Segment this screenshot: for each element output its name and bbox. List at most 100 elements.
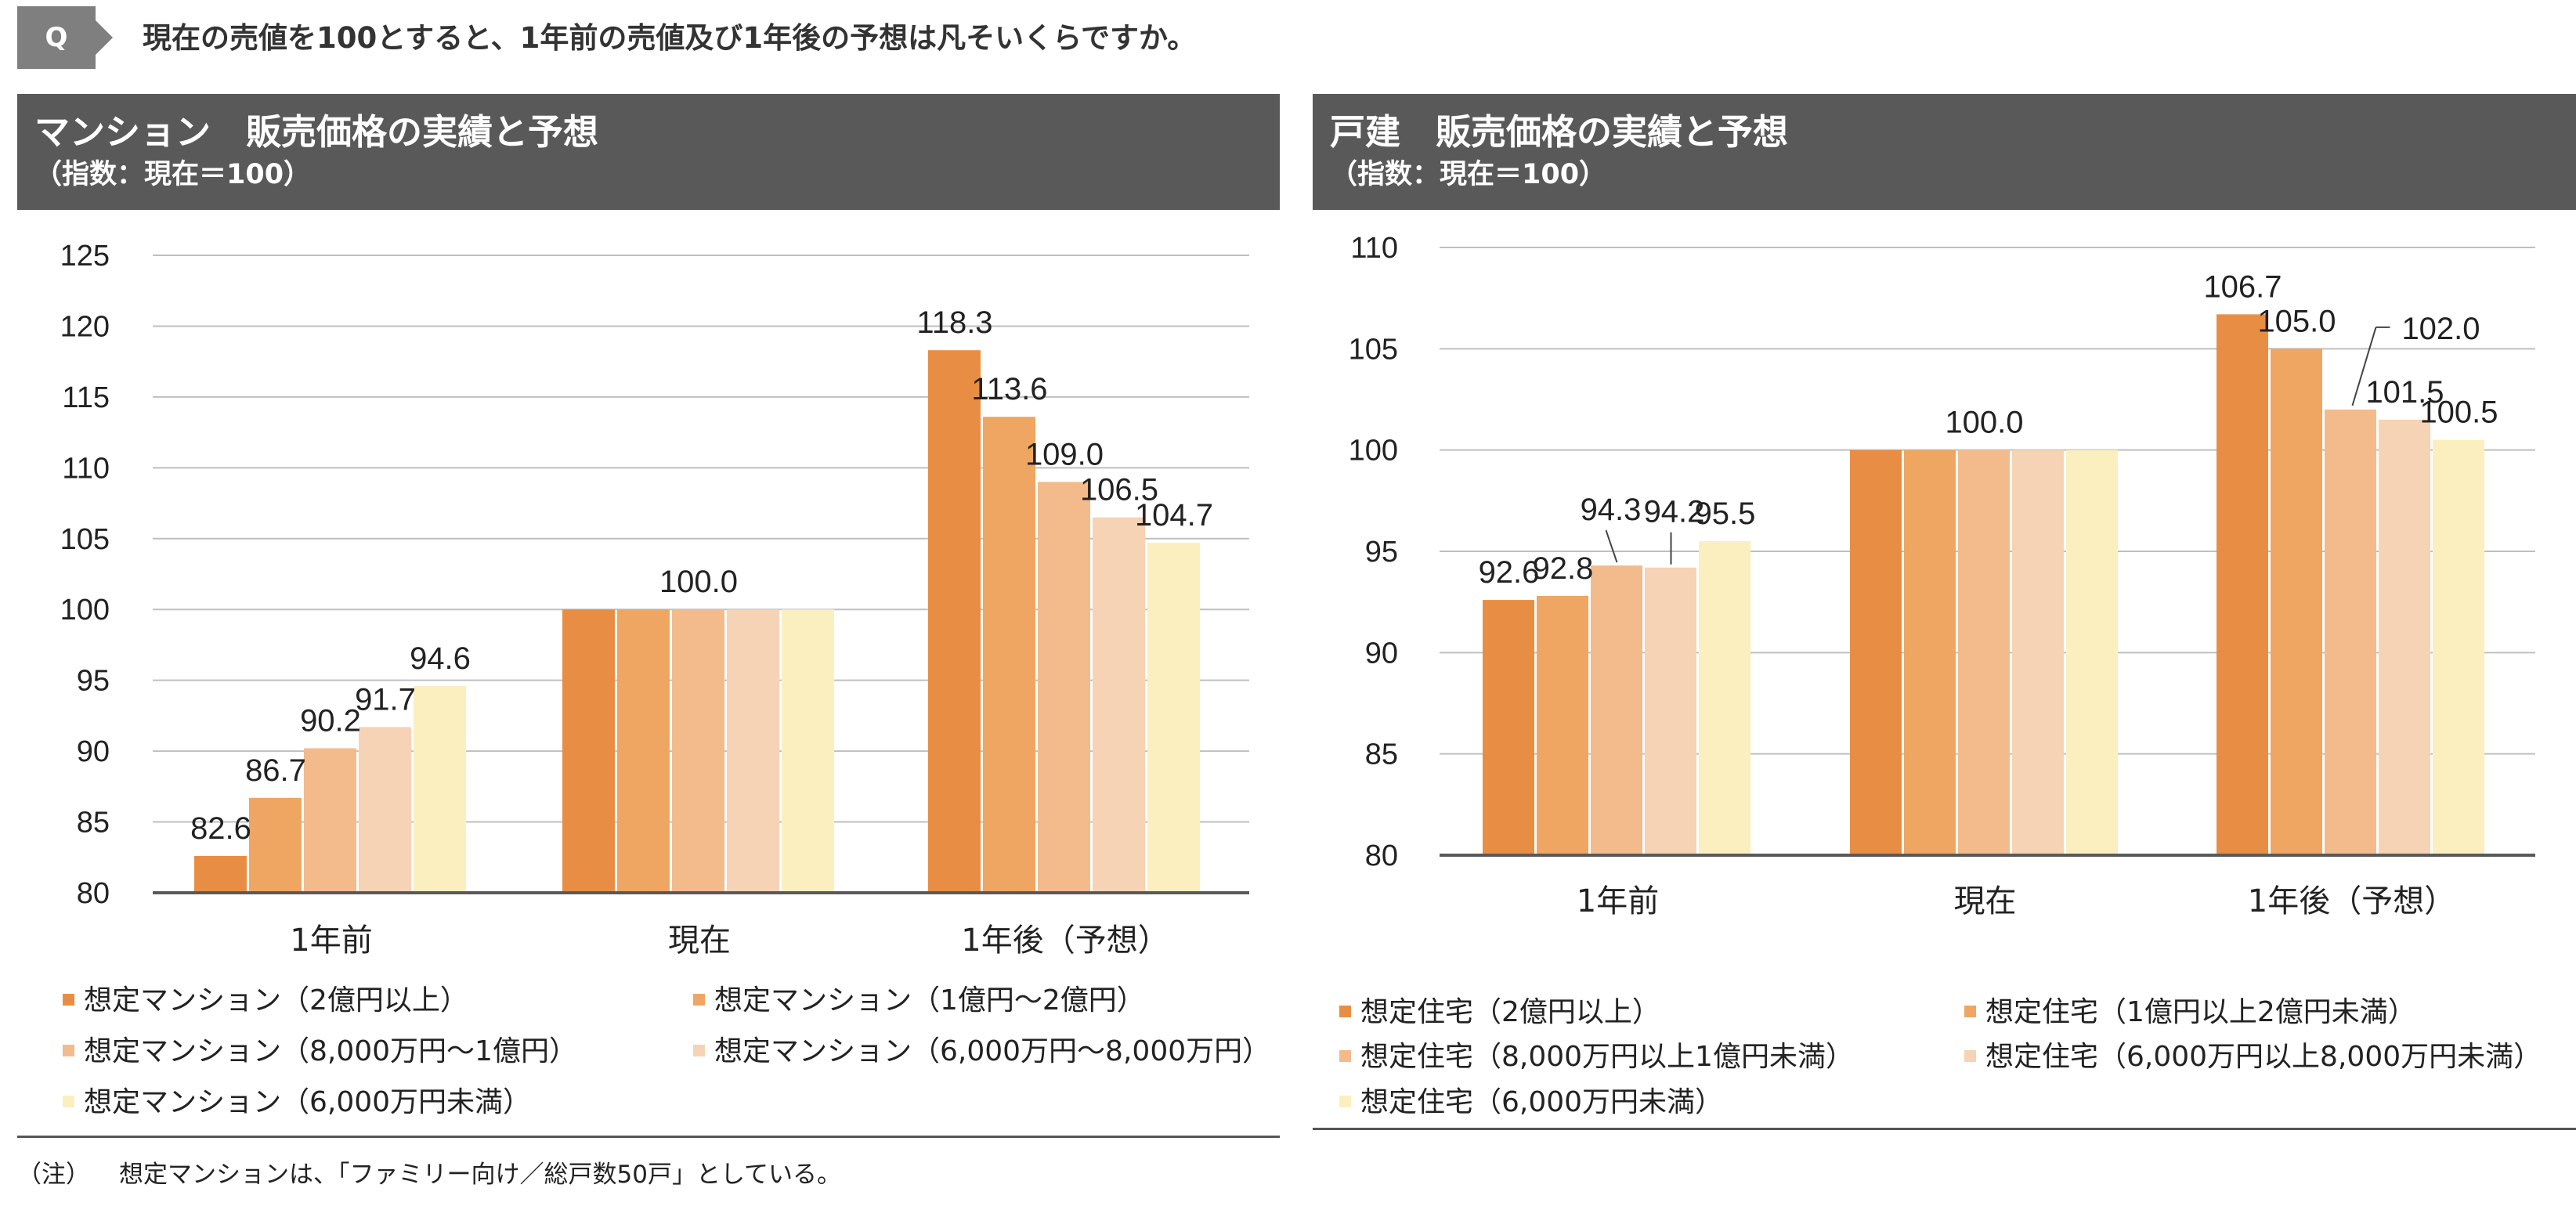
house-y-tick-label: 90	[1365, 637, 1398, 670]
house-y-tick-label: 110	[1350, 232, 1398, 265]
house-legend-item: 想定住宅（2億円以上）	[1339, 989, 1660, 1030]
mansion-bar	[928, 350, 981, 893]
legend-label: 想定マンション（2億円以上）	[84, 984, 468, 1017]
mansion-bar	[1093, 517, 1145, 893]
mansion-data-label: 100.0	[659, 565, 738, 599]
mansion-data-label: 109.0	[1025, 437, 1104, 471]
mansion-y-tick-label: 115	[62, 381, 110, 414]
mansion-data-label: 106.5	[1080, 473, 1158, 507]
house-data-label: 94.3	[1581, 493, 1642, 527]
footnote-text: 想定マンションは、「ファミリー向け／総戸数50戸」としている。	[119, 1161, 842, 1189]
legend-swatch	[1964, 1049, 1976, 1062]
legend-label: 想定マンション（6,000万円未満）	[84, 1086, 532, 1118]
legend-label: 想定住宅（8,000万円以上1億円未満）	[1360, 1041, 1854, 1073]
mansion-data-label: 118.3	[916, 305, 992, 340]
house-data-label: 106.7	[2203, 269, 2282, 304]
legend-label: 想定マンション（1億円～2億円）	[714, 984, 1145, 1017]
house-y-tick-label: 95	[1365, 536, 1398, 569]
house-bar	[1904, 450, 1956, 855]
house-bar	[2379, 419, 2430, 855]
legend-swatch	[63, 1044, 74, 1056]
house-bar	[2433, 439, 2484, 855]
house-data-label: 100.5	[2419, 395, 2498, 430]
mansion-y-tick-label: 95	[77, 665, 110, 698]
mansion-bottom-divider	[17, 1136, 1280, 1138]
mansion-y-tick-label: 80	[77, 877, 110, 910]
house-bar	[1850, 450, 1902, 855]
house-bar	[1645, 567, 1696, 855]
mansion-category-label: 1年後（予想）	[961, 923, 1169, 959]
mansion-data-label: 82.6	[190, 811, 251, 846]
mansion-bar	[304, 748, 356, 893]
house-category-label: 1年後（予想）	[2248, 883, 2455, 919]
mansion-bar	[672, 609, 724, 893]
mansion-y-tick-label: 85	[77, 807, 110, 840]
mansion-chart-title: マンション 販売価格の実績と予想	[34, 111, 599, 153]
mansion-data-label: 94.6	[410, 641, 471, 676]
mansion-bar	[1038, 482, 1090, 893]
mansion-legend-item: 想定マンション（1億円～2億円）	[693, 977, 1145, 1018]
mansion-chart-header: マンション 販売価格の実績と予想 （指数：現在＝100）	[17, 94, 1280, 210]
mansion-y-tick-label: 100	[60, 594, 110, 627]
mansion-bar	[1147, 543, 1200, 893]
house-legend-item: 想定住宅（1億円以上2億円未満）	[1964, 989, 2416, 1030]
house-data-label: 95.5	[1695, 497, 1756, 531]
house-bar	[2217, 314, 2268, 855]
house-data-label: 101.5	[2365, 375, 2444, 410]
mansion-y-tick-label: 120	[60, 310, 110, 343]
house-y-tick-label: 100	[1349, 435, 1398, 468]
house-bar	[2012, 450, 2064, 855]
house-y-tick-label: 85	[1365, 739, 1398, 771]
mansion-y-tick-label: 125	[60, 240, 110, 273]
mansion-data-label: 104.7	[1135, 498, 1213, 533]
mansion-legend-item: 想定マンション（2億円以上）	[63, 977, 468, 1018]
mansion-bar	[617, 609, 670, 893]
house-legend-item: 想定住宅（6,000万円以上8,000万円未満）	[1964, 1034, 2542, 1074]
mansion-data-label: 113.6	[971, 372, 1047, 406]
mansion-bar	[983, 417, 1035, 893]
legend-label: 想定住宅（2億円以上）	[1360, 996, 1660, 1028]
house-data-label: 102.0	[2401, 312, 2480, 346]
mansion-legend-item: 想定マンション（6,000万円未満）	[63, 1079, 531, 1120]
house-chart-header: 戸建 販売価格の実績と予想 （指数：現在＝100）	[1313, 94, 2576, 210]
legend-swatch	[693, 1044, 705, 1056]
data-label-leader	[1605, 529, 1618, 563]
mansion-y-tick-label: 90	[77, 735, 110, 768]
mansion-legend-item: 想定マンション（6,000万円～8,000万円）	[693, 1028, 1270, 1069]
footnote-label: （注）	[17, 1161, 90, 1189]
house-bar	[2271, 348, 2322, 855]
house-bar	[1958, 450, 2010, 855]
legend-label: 想定マンション（8,000万円～1億円）	[84, 1035, 577, 1067]
house-data-label: 92.6	[1479, 555, 1540, 590]
house-data-label: 94.2	[1644, 495, 1705, 529]
house-category-label: 現在	[1954, 883, 2017, 919]
house-bottom-divider	[1313, 1128, 2576, 1130]
legend-swatch	[1339, 1095, 1351, 1107]
mansion-bar	[414, 685, 466, 893]
mansion-data-label: 90.2	[300, 703, 361, 738]
house-bar	[2325, 409, 2376, 855]
mansion-bar	[782, 609, 834, 893]
question-text: 現在の売値を100とすると、1年前の売値及び1年後の予想は凡そいくらですか。	[143, 21, 1197, 55]
house-chart-title: 戸建 販売価格の実績と予想	[1330, 111, 1789, 153]
legend-swatch	[1964, 1005, 1976, 1017]
footnote: （注） 想定マンションは、「ファミリー向け／総戸数50戸」としている。	[17, 1154, 841, 1190]
house-bar	[1537, 595, 1588, 855]
legend-swatch	[693, 993, 705, 1006]
mansion-data-label: 91.7	[355, 682, 416, 717]
legend-swatch	[63, 1095, 74, 1107]
mansion-bar	[562, 609, 615, 893]
house-bar	[1591, 565, 1642, 855]
house-y-tick-label: 105	[1349, 333, 1398, 366]
house-chart-subtitle: （指数：現在＝100）	[1330, 159, 1607, 190]
mansion-bar	[194, 855, 247, 893]
mansion-chart-subtitle: （指数：現在＝100）	[34, 159, 312, 190]
house-bar	[1699, 541, 1750, 855]
house-data-label: 92.8	[1533, 551, 1594, 586]
mansion-data-label: 86.7	[245, 753, 306, 788]
mansion-category-label: 1年前	[290, 923, 372, 959]
house-category-label: 1年前	[1577, 883, 1659, 919]
mansion-bar	[727, 609, 779, 893]
legend-swatch	[63, 993, 74, 1006]
mansion-bar	[359, 727, 411, 893]
